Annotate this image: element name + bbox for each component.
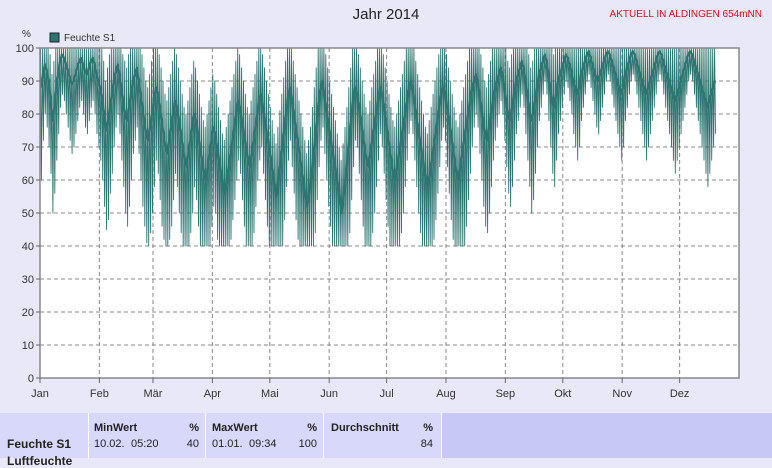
y-tick-label: 20 xyxy=(22,307,34,319)
stats-row-label: Feuchte S1 xyxy=(7,437,72,451)
x-tick-label: Jul xyxy=(380,388,394,400)
x-tick-label: Dez xyxy=(670,388,690,400)
stats-min-cell: MinWert % 10.02. 05:20 40 xyxy=(88,413,205,458)
series-layer xyxy=(39,47,717,247)
min-header: MinWert xyxy=(94,422,138,434)
x-tick-label: Okt xyxy=(554,388,571,400)
min-value: 40 xyxy=(186,438,199,450)
x-tick-label: Mai xyxy=(261,388,279,400)
x-tick-label: Aug xyxy=(436,388,456,400)
legend-label: Feuchte S1 xyxy=(64,33,116,44)
y-tick-label: 100 xyxy=(16,43,34,55)
y-tick-label: 70 xyxy=(22,142,34,154)
grid-lines xyxy=(40,48,739,378)
x-tick-label: Mär xyxy=(144,388,163,400)
y-axis: 0 10 20 30 40 50 60 70 80 90 100 xyxy=(16,43,40,385)
y-tick-label: 60 xyxy=(22,175,34,187)
stats-max-cell: MaxWert % 01.01. 09:34 100 xyxy=(205,413,323,458)
min-time: 05:20 xyxy=(131,438,159,450)
y-tick-label: 30 xyxy=(22,274,34,286)
stats-empty-cell xyxy=(441,413,772,458)
y-axis-unit: % xyxy=(22,29,31,40)
x-tick-label: Nov xyxy=(612,388,632,400)
max-unit: % xyxy=(307,422,317,434)
min-unit: % xyxy=(189,422,199,434)
series-mean-line xyxy=(39,50,717,215)
x-tick-label: Jan xyxy=(31,388,49,400)
y-tick-label: 0 xyxy=(28,373,34,385)
y-tick-label: 10 xyxy=(22,340,34,352)
x-tick-label: Feb xyxy=(90,388,109,400)
avg-unit: % xyxy=(423,422,433,434)
stats-row-label-2: Luftfeuchte xyxy=(7,454,73,468)
y-tick-label: 90 xyxy=(22,76,34,88)
max-date: 01.01. xyxy=(212,438,243,450)
legend: Feuchte S1 xyxy=(49,32,116,44)
legend-swatch xyxy=(49,32,60,43)
y-tick-label: 50 xyxy=(22,208,34,220)
x-tick-label: Apr xyxy=(204,388,221,400)
y-tick-label: 80 xyxy=(22,109,34,121)
x-axis: Jan Feb Mär Apr Mai Jun Jul Aug Sep Okt Nov Dez xyxy=(31,378,689,400)
avg-value: 84 xyxy=(420,438,433,450)
x-tick-label: Sep xyxy=(496,388,516,400)
max-header: MaxWert xyxy=(212,422,258,434)
x-tick-label: Jun xyxy=(320,388,338,400)
stats-avg-cell: Durchschnitt % 84 xyxy=(323,413,441,458)
stats-label-cell: Feuchte S1 Luftfeuchte xyxy=(0,413,88,468)
min-date: 10.02. xyxy=(94,438,125,450)
max-value: 100 xyxy=(298,438,317,450)
location-label: AKTUELL IN ALDINGEN 654mNN xyxy=(609,9,762,20)
humidity-chart: 0 10 20 30 40 50 60 70 80 90 100 Jan Feb Mär Apr Mai Ju… xyxy=(16,29,740,400)
chart-title: Jahr 2014 xyxy=(352,6,420,23)
avg-header: Durchschnitt xyxy=(331,422,399,434)
y-tick-label: 40 xyxy=(22,241,34,253)
max-time: 09:34 xyxy=(249,438,277,450)
stats-table: Feuchte S1 Luftfeuchte MinWert % 10.02. … xyxy=(0,413,772,468)
